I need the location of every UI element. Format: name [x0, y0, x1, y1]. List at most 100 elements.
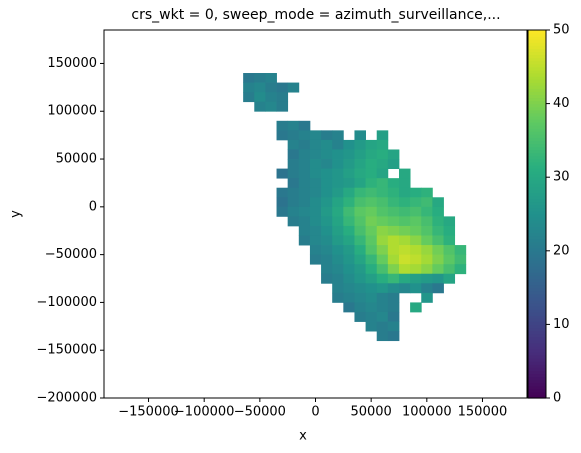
heat-cell [298, 187, 311, 198]
colorbar-segment [528, 278, 546, 283]
heat-cell [387, 225, 400, 236]
colorbar-segment [528, 388, 546, 393]
colorbar-segment [528, 82, 546, 86]
heat-cell [354, 178, 366, 189]
heat-cell [376, 216, 389, 227]
colorbar-segment [528, 118, 546, 123]
heat-cell [332, 292, 344, 303]
heat-cell [376, 292, 389, 303]
colorbar-segment [528, 36, 546, 40]
heat-cell [298, 168, 311, 179]
colorbar-segment [528, 336, 546, 341]
heat-cell [343, 254, 355, 265]
heat-cell [387, 216, 400, 227]
heat-cell [365, 139, 378, 150]
heat-cell [332, 130, 344, 141]
colorbar-segment [528, 293, 546, 298]
heat-cell [365, 159, 378, 169]
heat-cell [287, 216, 300, 227]
colorbar-segment [528, 88, 546, 92]
heat-cell [343, 197, 355, 208]
colorbar-segment [528, 48, 546, 53]
heat-cell [443, 225, 456, 236]
colorbar-segment [528, 238, 546, 243]
heat-cell [365, 302, 378, 313]
colorbar-segment [528, 333, 546, 338]
x-tick-label: 50000 [350, 405, 391, 420]
heat-cell [309, 187, 322, 198]
heat-cell [354, 168, 366, 179]
colorbar-segment [528, 69, 546, 74]
colorbar-segment [528, 109, 546, 114]
x-tick-label: −100000 [174, 405, 235, 420]
y-tick-label: 0 [89, 199, 97, 214]
colorbar-segment [528, 241, 546, 246]
heat-cell [309, 254, 322, 265]
colorbar-segment [528, 226, 546, 230]
heat-cell [309, 139, 322, 150]
heat-cell [410, 216, 422, 227]
heat-cell [332, 225, 344, 236]
heat-cell [321, 139, 333, 150]
heat-cell [421, 283, 433, 294]
colorbar-segment [528, 180, 546, 184]
heat-cell [354, 130, 366, 141]
heat-cell [432, 235, 444, 246]
heat-cell [354, 302, 366, 313]
heat-cell [376, 149, 389, 160]
heat-cell [365, 283, 378, 294]
colorbar-segment [528, 385, 546, 390]
heat-cell [443, 273, 456, 284]
heat-cell [298, 130, 311, 141]
heat-cell [354, 273, 366, 284]
heat-cell [354, 225, 366, 236]
heat-cell [332, 168, 344, 179]
heat-cell [332, 245, 344, 256]
heat-cell [376, 245, 389, 256]
heat-cell [376, 225, 389, 236]
heat-cell [309, 245, 322, 256]
colorbar-segment [528, 358, 546, 362]
heat-cell [309, 206, 322, 217]
heat-cell [398, 225, 411, 236]
x-tick-label: 0 [311, 405, 319, 420]
colorbar-segment [528, 72, 546, 77]
heat-cell [443, 264, 456, 275]
colorbar-segment [528, 60, 546, 65]
heat-cell [421, 264, 433, 275]
colorbar-segment [528, 244, 546, 249]
colorbar-segment [528, 272, 546, 276]
heat-cell [432, 225, 444, 236]
heat-cell [343, 216, 355, 227]
heat-cell [343, 139, 355, 150]
heat-cell [421, 292, 433, 303]
colorbar-segment [528, 76, 546, 80]
heat-cell [443, 235, 456, 246]
colorbar-tick-label: 0 [553, 391, 561, 406]
heat-cell [276, 168, 289, 179]
heat-cell [354, 283, 366, 294]
heat-cell [343, 264, 355, 275]
heat-cell [321, 216, 333, 227]
heat-cell [298, 120, 311, 131]
heat-cell [354, 292, 366, 303]
heat-cell [332, 187, 344, 198]
heat-cell [376, 283, 389, 294]
colorbar-segment [528, 106, 546, 111]
heat-cell [365, 187, 378, 198]
heat-cell [265, 101, 277, 112]
heat-cell [298, 139, 311, 150]
colorbar-segment [528, 287, 546, 292]
heat-cell [276, 130, 289, 141]
heat-cell [365, 254, 378, 265]
colorbar-segment [528, 54, 546, 59]
heat-cell [376, 139, 389, 150]
colorbar-segment [528, 284, 546, 289]
heat-cell [254, 92, 266, 103]
heat-cell [354, 187, 366, 198]
heat-cell [265, 82, 277, 93]
colorbar-tick-label: 10 [553, 317, 570, 332]
heat-cell [332, 235, 344, 246]
heat-cell [321, 254, 333, 265]
